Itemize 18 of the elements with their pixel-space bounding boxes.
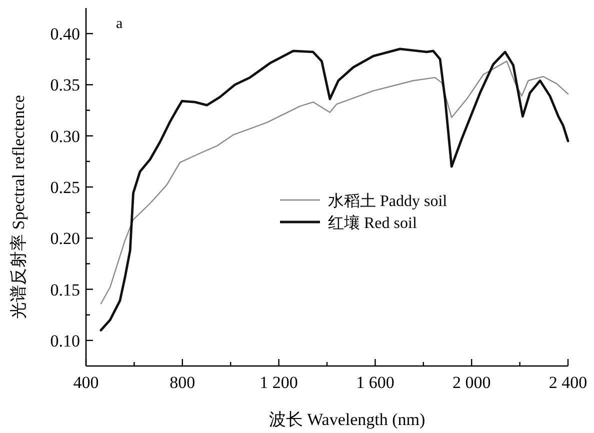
y-tick-label: 0.20 xyxy=(50,229,80,248)
y-tick-label: 0.30 xyxy=(50,126,80,146)
x-axis-title: 波长 Wavelength (nm) xyxy=(268,410,426,429)
y-tick-label: 0.10 xyxy=(50,331,80,350)
x-tick-label: 2 000 xyxy=(452,373,491,392)
legend-label: 水稻土 Paddy soil xyxy=(328,192,448,210)
y-tick-label: 0.35 xyxy=(50,76,80,95)
y-axis-title: 光谱反射率 Spectral reflectence xyxy=(9,95,28,319)
x-tick-label: 2 400 xyxy=(548,373,588,392)
x-tick-label: 1 600 xyxy=(356,373,394,392)
x-tick-label: 800 xyxy=(170,373,196,392)
y-tick-label: 0.15 xyxy=(50,280,80,300)
x-tick-label: 400 xyxy=(73,373,99,392)
y-tick-label: 0.40 xyxy=(50,24,80,44)
y-tick-label: 0.25 xyxy=(50,178,80,197)
annotation: a xyxy=(116,16,123,32)
x-tick-label: 1 200 xyxy=(260,373,298,392)
legend-label: 红壤 Red soil xyxy=(328,214,418,232)
